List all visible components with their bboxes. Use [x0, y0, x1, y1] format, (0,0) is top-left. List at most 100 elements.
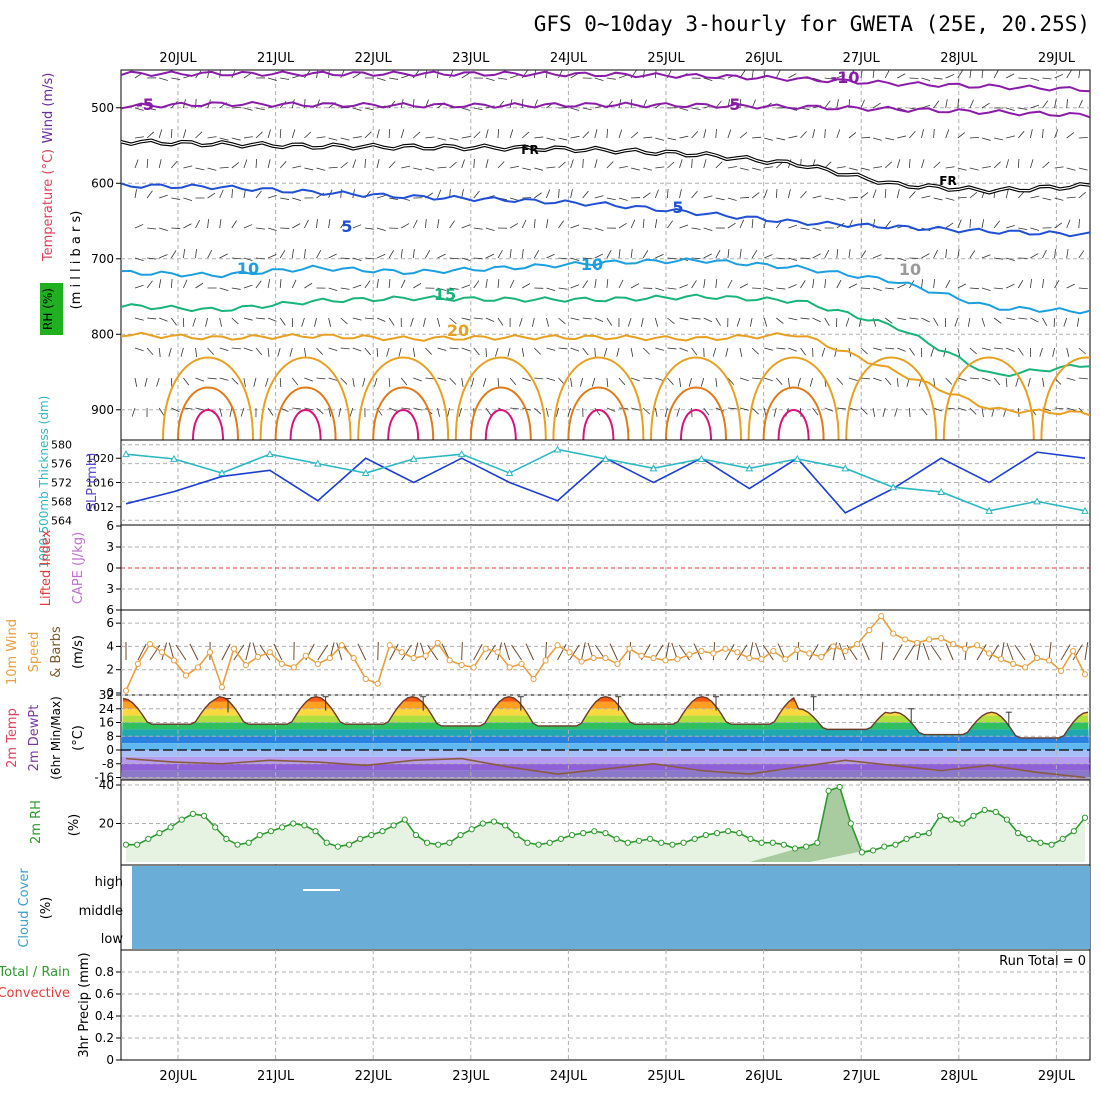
- wind-barb: [727, 377, 735, 385]
- wind-barb: [183, 223, 192, 229]
- wind-barb: [715, 249, 721, 259]
- wind-barb: [824, 249, 830, 259]
- wind-barb: [751, 219, 754, 229]
- rh-line-point: [156, 830, 163, 837]
- ylabel-temp2m: 2m Temp: [5, 708, 20, 768]
- wind-barb: [389, 197, 399, 201]
- wind-barb: [231, 220, 237, 229]
- wind-barb: [207, 167, 217, 171]
- wind-barb: [207, 249, 213, 259]
- contour-label: 20: [447, 321, 469, 340]
- tick-label: 0.2: [95, 1031, 114, 1045]
- temp-band: [121, 715, 1090, 723]
- wind-barb: [180, 347, 184, 357]
- wind-barb: [1078, 191, 1086, 199]
- rh-line-point: [457, 831, 464, 839]
- rh-series: [122, 783, 1089, 862]
- wind-barb: [872, 287, 882, 292]
- wind-barb: [1030, 227, 1040, 231]
- rh-line-point: [568, 831, 576, 839]
- wind-barb: [243, 136, 253, 139]
- wind-barb: [158, 159, 162, 169]
- wind-barb: [812, 317, 821, 323]
- wind-barb: [219, 219, 222, 229]
- wind-barb: [715, 161, 723, 169]
- wind-barb: [352, 136, 362, 139]
- wind-barb: [703, 129, 707, 139]
- thickness-line-point: [793, 454, 802, 462]
- temperature-color-bands: [121, 696, 1090, 780]
- thickness-line-point: [697, 454, 706, 462]
- wind-barb: [618, 222, 627, 229]
- wind-barb: [882, 407, 886, 417]
- wind-barb: [497, 279, 500, 289]
- thickness-line-point: [313, 459, 322, 467]
- wind-barb: [1066, 196, 1076, 199]
- wind-barb: [824, 161, 832, 169]
- lifted-cape-panel: 6 3 0 3 6 Lifted Index CAPE (J/kg): [39, 519, 1091, 617]
- tick-label: 900: [91, 403, 114, 417]
- wind-barb: [570, 317, 580, 321]
- rh-line-point: [747, 835, 754, 843]
- wind-barb: [873, 166, 883, 169]
- wind-barb: [957, 407, 967, 411]
- contour-labels: -5 5 FR FR 5 5 10 10 10 15 20 -10: [136, 68, 957, 340]
- wind-barb: [933, 407, 943, 412]
- rh-line-point: [713, 830, 721, 837]
- wind-barb: [739, 197, 750, 199]
- tick-label: 0: [106, 561, 114, 575]
- wind-barb: [800, 131, 807, 139]
- wind-barb: [1066, 407, 1076, 411]
- wind-barb: [897, 257, 907, 262]
- wind-speed-line-point: [410, 654, 417, 662]
- wind-barb: [534, 136, 544, 139]
- wind-barb: [1066, 249, 1069, 259]
- wind-barb: [933, 77, 943, 80]
- wind-barb: [918, 377, 922, 387]
- wind-barb: [712, 347, 717, 357]
- wind-barb: [546, 253, 555, 259]
- wind-barb: [776, 257, 786, 260]
- wind10m-barb: [168, 642, 175, 661]
- wind-barb: [473, 347, 480, 356]
- wind-barb: [328, 219, 331, 229]
- wind-barb: [715, 197, 725, 201]
- tick-label: 16: [99, 716, 114, 730]
- wind-barb: [594, 253, 604, 259]
- wind-barb: [921, 104, 931, 109]
- wind-barb: [752, 167, 761, 171]
- wind-barb: [570, 135, 580, 139]
- slp-tick: 1016: [86, 477, 114, 490]
- wind-barb: [967, 317, 971, 327]
- wind-barb: [667, 188, 669, 199]
- wind-barb: [991, 407, 995, 417]
- rh-line-point: [301, 822, 308, 829]
- wind-barb: [933, 279, 936, 289]
- wind-barb: [594, 279, 597, 289]
- wind-barb: [1066, 132, 1075, 139]
- wind-barb: [945, 222, 954, 229]
- precip-panel: 0 0.2 0.4 0.6 0.8 Run Total = 0 Total / Rain…: [0, 949, 1091, 1067]
- wind-barb: [400, 377, 408, 386]
- wind-barb: [183, 249, 186, 259]
- warm-contour-20: [845, 356, 938, 440]
- wind-barb: [885, 347, 895, 350]
- wind-barb: [884, 188, 887, 199]
- rh-line-point: [680, 839, 687, 846]
- wind-barb: [1042, 279, 1044, 289]
- wind-barb: [788, 189, 791, 199]
- wind-barb: [582, 107, 592, 111]
- wind-barb: [183, 129, 187, 139]
- wind-barb: [413, 407, 423, 411]
- wind-barb: [921, 407, 928, 416]
- precip-axis: 0 0.2 0.4 0.6 0.8: [95, 965, 121, 1067]
- thickness-line-point: [1033, 497, 1041, 505]
- wind-barb: [788, 257, 798, 262]
- top-date-label: 21JUL: [257, 51, 295, 66]
- top-date-label: 26JUL: [745, 51, 783, 66]
- tick-label: 600: [91, 176, 114, 190]
- wind-barb: [364, 131, 372, 139]
- wind-barb: [800, 227, 810, 230]
- wind-barb: [255, 131, 263, 139]
- rh-line-point: [145, 835, 152, 843]
